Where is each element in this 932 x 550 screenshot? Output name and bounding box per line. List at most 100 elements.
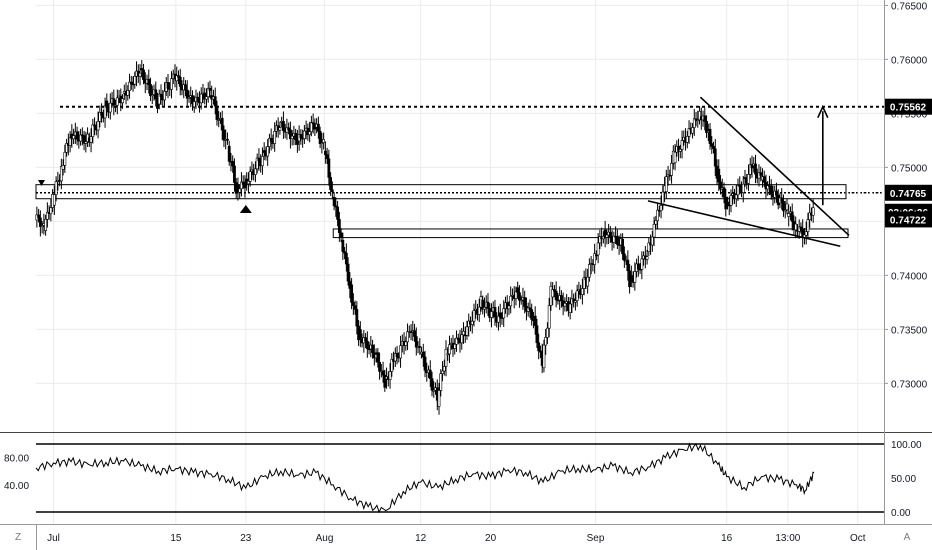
candle-body xyxy=(483,307,486,310)
candle-body xyxy=(708,128,712,144)
candle-body xyxy=(89,136,93,143)
candle xyxy=(336,200,340,227)
candle xyxy=(808,203,812,228)
candle-body xyxy=(79,134,82,142)
candle xyxy=(530,303,534,326)
candle-body xyxy=(498,312,502,318)
candle-body xyxy=(208,87,212,91)
candle-body xyxy=(309,122,313,132)
candle xyxy=(65,138,68,157)
candle-body xyxy=(114,104,117,107)
candle-body xyxy=(323,150,327,155)
candle xyxy=(238,184,242,199)
candle-body xyxy=(217,119,221,121)
candle-body xyxy=(799,226,803,230)
lower-zone-box[interactable] xyxy=(332,228,849,239)
candle-body xyxy=(390,358,394,372)
candle xyxy=(444,340,448,377)
candle-body xyxy=(98,112,102,122)
candle xyxy=(519,295,523,305)
candle xyxy=(785,198,789,215)
timezone-button[interactable]: Z xyxy=(15,532,21,543)
candle xyxy=(670,154,673,184)
autoscale-button[interactable]: A xyxy=(904,532,911,543)
candle xyxy=(654,215,658,230)
candle xyxy=(790,203,794,231)
candle xyxy=(472,303,476,327)
candle xyxy=(428,360,432,387)
candle-body xyxy=(608,231,612,238)
rsi-left-tick-label: 80.00 xyxy=(4,454,29,465)
candle-body xyxy=(703,115,707,122)
candle xyxy=(713,138,717,176)
candle-body xyxy=(593,253,597,265)
candle-body xyxy=(546,327,549,338)
candle-body xyxy=(542,344,546,369)
candle-body xyxy=(442,366,446,372)
candle-body xyxy=(747,174,750,184)
candle-body xyxy=(84,141,88,144)
candle xyxy=(465,320,469,340)
candle-body xyxy=(743,177,747,179)
candle xyxy=(89,128,93,153)
candle xyxy=(455,330,458,352)
time-axis[interactable]: Jul 15 23 Aug 12 20 Sep 16 13:00 Oct xyxy=(47,533,866,544)
candle-body xyxy=(516,287,520,294)
candle xyxy=(185,80,189,106)
candle-body xyxy=(787,213,791,217)
candle xyxy=(269,128,273,151)
candle-body xyxy=(437,390,441,407)
candle-body xyxy=(381,370,385,376)
candle xyxy=(586,268,590,294)
candle xyxy=(516,281,520,299)
candle xyxy=(177,70,180,84)
candle-body xyxy=(395,353,399,358)
candle xyxy=(159,84,163,105)
candle-body xyxy=(533,315,537,326)
candle-body xyxy=(719,181,722,190)
candle-body xyxy=(568,303,572,313)
candle xyxy=(608,226,612,243)
candle xyxy=(406,323,409,351)
candle-body xyxy=(336,206,340,220)
rsi-axis[interactable]: 100.00 50.00 0.00 80.00 40.00 xyxy=(4,440,922,519)
candle xyxy=(325,147,329,165)
candle xyxy=(587,258,591,282)
support-zone-box[interactable] xyxy=(35,184,847,200)
candle xyxy=(656,202,659,230)
time-tick-label: Oct xyxy=(850,533,866,544)
candle-body xyxy=(477,306,481,315)
wedge-upper-trendline[interactable] xyxy=(699,96,850,237)
candle-body xyxy=(226,138,229,141)
candle-body xyxy=(444,348,448,367)
candle-body xyxy=(553,289,556,292)
candle xyxy=(580,278,584,305)
candle-body xyxy=(539,350,542,353)
candle xyxy=(393,347,397,368)
candle-body xyxy=(206,87,210,97)
candle xyxy=(456,333,460,345)
price-tick-label: 0.76500 xyxy=(891,1,928,12)
candle-body xyxy=(677,145,680,152)
candle xyxy=(108,93,112,120)
candle-body xyxy=(163,91,166,101)
candle-body xyxy=(594,254,598,257)
candle-body xyxy=(729,195,733,206)
candle-body xyxy=(537,342,541,352)
candle-body xyxy=(575,290,579,301)
candle-body xyxy=(680,140,684,150)
candle-body xyxy=(523,297,527,307)
candle-body xyxy=(580,288,584,295)
candle-body xyxy=(308,131,312,136)
candle xyxy=(612,231,616,249)
candle-body xyxy=(154,89,158,100)
candle xyxy=(483,297,486,318)
candle xyxy=(493,299,497,326)
candle xyxy=(166,74,170,99)
candle xyxy=(247,172,250,193)
candle xyxy=(149,77,152,102)
price-tick-label: 0.75500 xyxy=(891,109,928,120)
candle xyxy=(596,233,600,264)
wedge-lower-trendline[interactable] xyxy=(647,200,841,248)
